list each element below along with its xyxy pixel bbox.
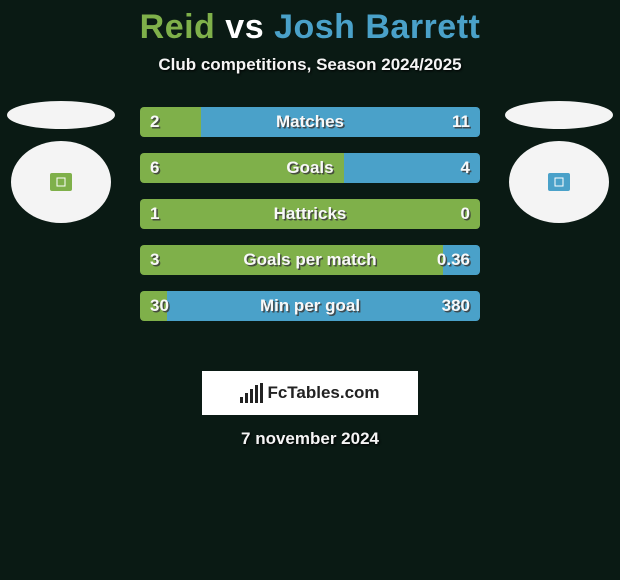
player2-circle bbox=[509, 141, 609, 223]
bar-list: Matches2 11 Goals6 4 Hattricks1 0 Goals per ma… bbox=[140, 107, 480, 321]
player1-ellipse bbox=[7, 101, 115, 129]
bar-label: Matches bbox=[140, 107, 480, 137]
bar-row: Goals per match3 0.36 bbox=[140, 245, 480, 275]
bar-value-right: 0.36 bbox=[437, 245, 470, 275]
player1-circle bbox=[11, 141, 111, 223]
date-line: 7 november 2024 bbox=[0, 429, 620, 449]
bar-value-right: 0 bbox=[461, 199, 470, 229]
player-icon bbox=[56, 177, 66, 187]
brand-text: FcTables.com bbox=[267, 383, 379, 403]
player2-ellipse bbox=[505, 101, 613, 129]
bar-row: Matches2 11 bbox=[140, 107, 480, 137]
bar-value-left: 2 bbox=[150, 107, 159, 137]
bar-label: Min per goal bbox=[140, 291, 480, 321]
player2-badge bbox=[548, 173, 570, 191]
bar-value-left: 6 bbox=[150, 153, 159, 183]
title-player2: Josh Barrett bbox=[274, 8, 480, 46]
bar-label: Goals per match bbox=[140, 245, 480, 275]
bar-value-right: 380 bbox=[442, 291, 470, 321]
bar-value-left: 1 bbox=[150, 199, 159, 229]
player1-badge bbox=[50, 173, 72, 191]
player2-pod bbox=[504, 101, 614, 223]
bar-row: Min per goal30 380 bbox=[140, 291, 480, 321]
brand-box: FcTables.com bbox=[202, 371, 418, 415]
subtitle: Club competitions, Season 2024/2025 bbox=[0, 55, 620, 75]
bar-label: Goals bbox=[140, 153, 480, 183]
player1-pod bbox=[6, 101, 116, 223]
page-title: Reid vs Josh Barrett bbox=[0, 0, 620, 47]
bar-value-right: 11 bbox=[452, 107, 470, 137]
title-vs: vs bbox=[225, 8, 264, 46]
bar-row: Goals6 4 bbox=[140, 153, 480, 183]
player-icon bbox=[554, 177, 564, 187]
bar-value-right: 4 bbox=[461, 153, 470, 183]
bar-value-left: 3 bbox=[150, 245, 159, 275]
bar-row: Hattricks1 0 bbox=[140, 199, 480, 229]
brand-bars-icon bbox=[240, 383, 263, 403]
comparison-chart: Matches2 11 Goals6 4 Hattricks1 0 Goals per ma… bbox=[0, 107, 620, 347]
bar-value-left: 30 bbox=[150, 291, 169, 321]
title-player1: Reid bbox=[140, 8, 216, 46]
bar-label: Hattricks bbox=[140, 199, 480, 229]
